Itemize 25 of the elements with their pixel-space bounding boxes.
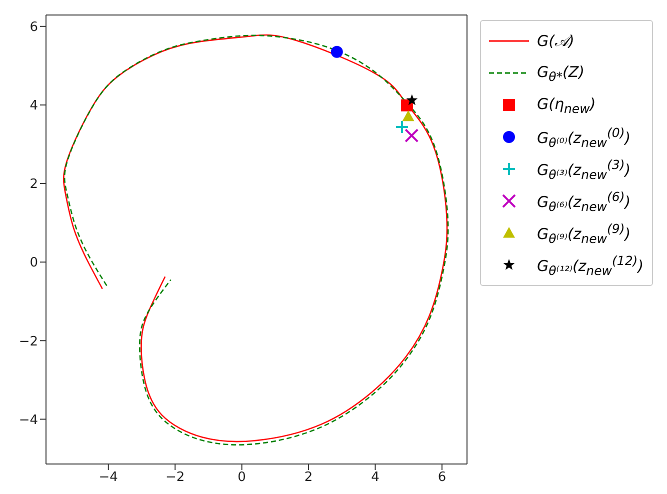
y-tick-label: −2 [18,334,38,350]
legend-label: G(η$_{new}$) [537,94,596,116]
legend-label: G$_{θ⁽³⁾}$(z$_{new}$$^{(3)}$) [537,156,631,182]
point [330,46,343,58]
legend-label: G$_{θ⁽¹²⁾}$(z$_{new}$$^{(12)}$) [537,252,644,278]
y-tick-label: 2 [30,177,38,192]
x-tick-label: 6 [438,470,446,486]
point [404,128,419,143]
x-tick-label: −2 [166,470,185,486]
y-tick-label: −4 [18,412,38,428]
point [402,110,414,122]
legend-label: G$_{θ*}$(Z) [537,62,585,84]
y-tick-label: 6 [30,20,38,36]
x-tick-label: −4 [98,470,118,486]
legend-label: G$_{θ⁽⁹⁾}$(z$_{new}$$^{(9)}$) [537,220,631,246]
legend-label: G$_{θ⁽⁶⁾}$(z$_{new}$$^{(6)}$) [537,188,631,214]
point [394,120,409,134]
y-tick-label: 0 [30,256,38,271]
y-tick-label: 4 [30,98,38,114]
legend-label: G(𝒜) [537,32,574,50]
x-tick-label: 2 [304,470,313,486]
legend-label: G$_{θ⁽⁰⁾}$(z$_{new}$$^{(0)}$) [537,124,631,150]
x-tick-label: 0 [238,470,246,486]
point [406,94,418,106]
x-tick-label: 4 [371,470,380,486]
